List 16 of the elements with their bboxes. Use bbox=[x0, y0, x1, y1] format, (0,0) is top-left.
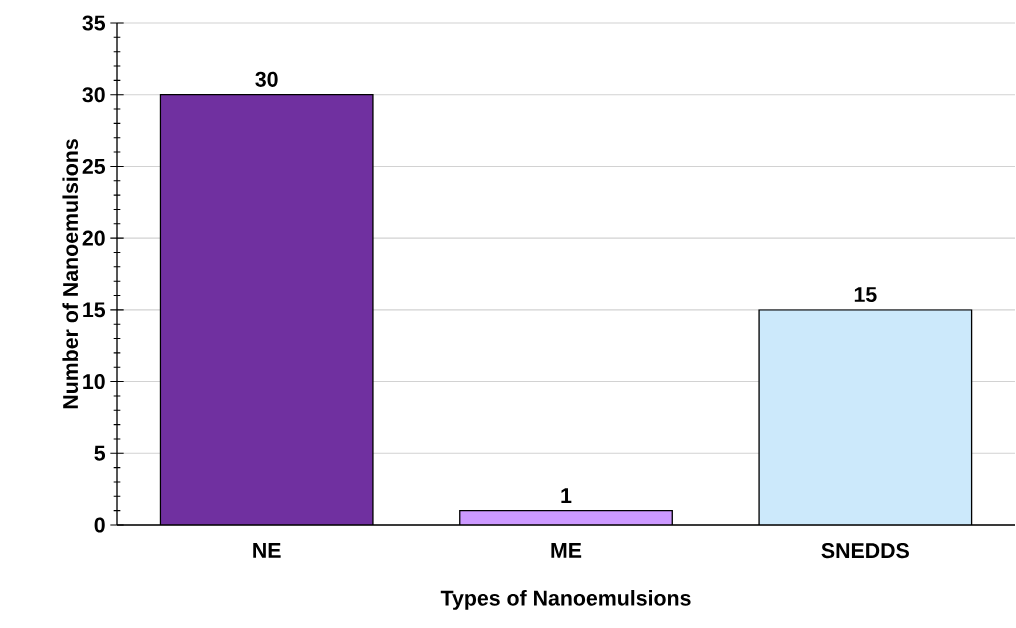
x-tick-label: SNEDDS bbox=[821, 543, 909, 559]
y-tick-label: 5 bbox=[94, 445, 106, 461]
y-tick-label: 25 bbox=[82, 158, 106, 174]
y-tick-label: 10 bbox=[83, 374, 105, 390]
data-label: 15 bbox=[854, 287, 877, 303]
x-tick-label: NE bbox=[253, 543, 281, 558]
y-tick-label: 15 bbox=[83, 302, 106, 318]
data-label: 30 bbox=[255, 71, 278, 87]
y-axis-title: Number of Nanoemulsions bbox=[62, 139, 79, 409]
x-axis-title: Types of Nanoemulsions bbox=[440, 589, 691, 610]
y-tick-label: 30 bbox=[82, 87, 105, 103]
x-tick-label: ME bbox=[551, 543, 582, 558]
y-tick-label: 20 bbox=[82, 230, 105, 246]
y-tick-label: 0 bbox=[94, 517, 105, 533]
data-label: 1 bbox=[561, 488, 572, 503]
y-tick-label: 35 bbox=[82, 15, 106, 31]
